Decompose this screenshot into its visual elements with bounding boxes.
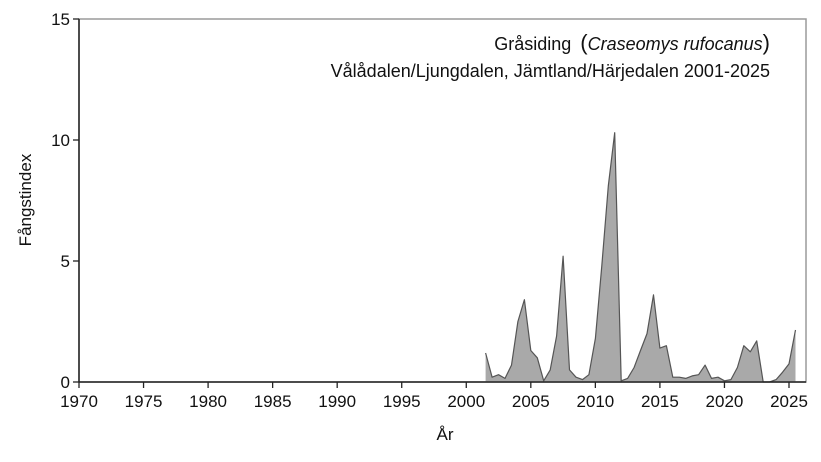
chart-subtitle: Vålådalen/Ljungdalen, Jämtland/Härjedale… bbox=[331, 61, 770, 81]
x-ticks: 1970 1975 1980 1985 1990 1995 2000 2005 2010 2015… bbox=[60, 382, 808, 411]
data-line bbox=[485, 132, 797, 383]
x-tick-label: 1970 bbox=[60, 392, 98, 411]
y-axis-title: Fångstindex bbox=[16, 153, 35, 246]
x-tick-label: 1975 bbox=[125, 392, 163, 411]
y-tick-label: 10 bbox=[51, 131, 70, 150]
area-fill bbox=[485, 132, 796, 382]
y-tick-label: 5 bbox=[61, 252, 70, 271]
x-tick-label: 2000 bbox=[447, 392, 485, 411]
x-tick-label: 2005 bbox=[512, 392, 550, 411]
title-paren-close: ) bbox=[763, 30, 770, 55]
chart-title: Gråsiding (Craseomys rufocanus) bbox=[494, 30, 770, 55]
y-ticks: 0 5 10 15 bbox=[51, 10, 79, 392]
x-tick-label: 2020 bbox=[706, 392, 744, 411]
y-tick-label: 15 bbox=[51, 10, 70, 29]
x-tick-label: 2015 bbox=[641, 392, 679, 411]
x-tick-label: 1980 bbox=[189, 392, 227, 411]
x-tick-label: 1990 bbox=[318, 392, 356, 411]
x-axis-title: År bbox=[437, 425, 454, 444]
title-paren-open: ( bbox=[580, 30, 588, 55]
x-tick-label: 1985 bbox=[254, 392, 292, 411]
x-tick-label: 2010 bbox=[576, 392, 614, 411]
title-common-name: Gråsiding bbox=[494, 34, 571, 54]
y-tick-label: 0 bbox=[61, 373, 70, 392]
x-tick-label: 2025 bbox=[770, 392, 808, 411]
x-tick-label: 1995 bbox=[383, 392, 421, 411]
title-latin-name: Craseomys rufocanus bbox=[588, 34, 763, 54]
